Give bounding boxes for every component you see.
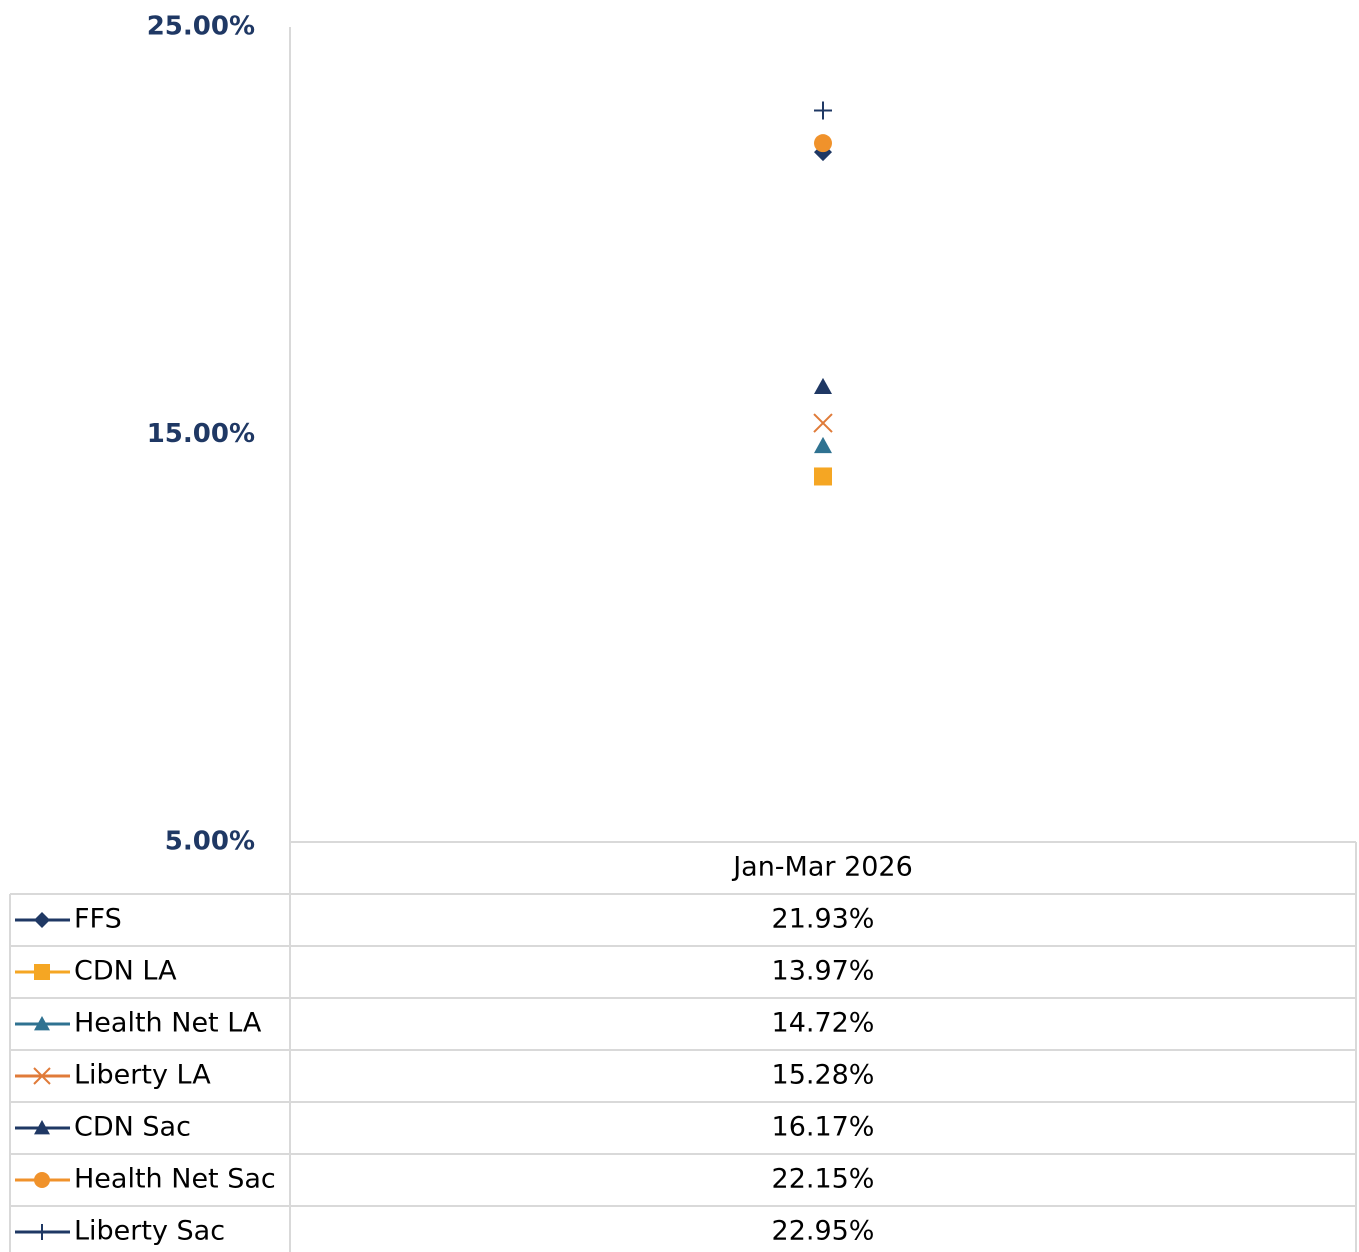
y-tick-label: 15.00% xyxy=(147,419,255,449)
marker xyxy=(34,1224,50,1240)
legend-label: Health Net LA xyxy=(74,1008,262,1039)
marker xyxy=(814,101,832,120)
marker xyxy=(34,1016,50,1031)
legend-label: Liberty Sac xyxy=(74,1216,225,1247)
marker xyxy=(34,1172,50,1188)
marker xyxy=(34,1120,50,1135)
data-table-value: 14.72% xyxy=(772,1008,875,1039)
x-tick-label: Jan-Mar 2026 xyxy=(731,852,913,883)
marker xyxy=(814,134,832,153)
data-table-value: 21.93% xyxy=(772,904,875,935)
data-table-value: 22.95% xyxy=(772,1216,875,1247)
legend-label: CDN LA xyxy=(74,956,177,987)
marker xyxy=(814,467,832,486)
data-table-value: 22.15% xyxy=(772,1164,875,1195)
marker xyxy=(34,964,50,980)
legend-label: Health Net Sac xyxy=(74,1164,276,1195)
y-tick-label: 25.00% xyxy=(147,12,255,42)
marker xyxy=(814,436,832,454)
data-table-value: 15.28% xyxy=(772,1060,875,1091)
y-tick-label: 5.00% xyxy=(165,827,255,857)
marker xyxy=(813,413,833,433)
data-table-value: 13.97% xyxy=(772,956,875,987)
legend-label: CDN Sac xyxy=(74,1112,191,1143)
legend-label: FFS xyxy=(74,904,122,935)
marker xyxy=(34,912,50,928)
data-table-value: 16.17% xyxy=(772,1112,875,1143)
marker xyxy=(33,1067,51,1085)
legend-label: Liberty LA xyxy=(74,1060,211,1091)
marker xyxy=(814,377,832,395)
